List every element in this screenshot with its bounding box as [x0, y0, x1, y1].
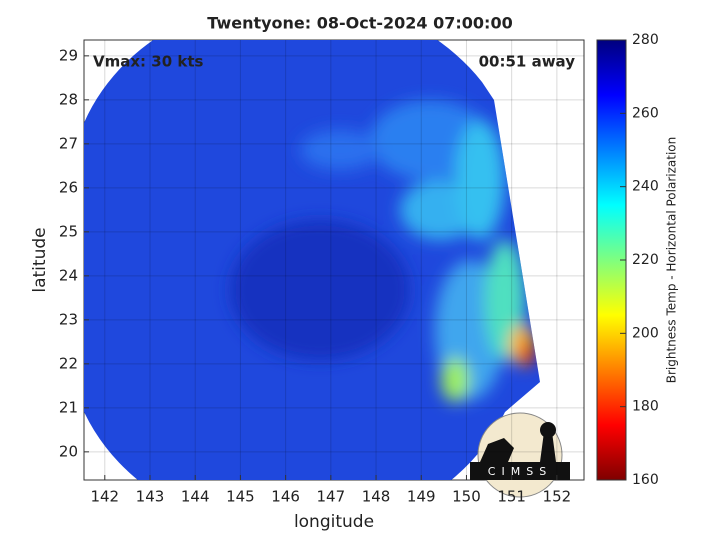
x-tick-label: 152 — [543, 488, 572, 506]
x-tick-label: 148 — [362, 488, 391, 506]
colorbar-tick-label: 280 — [632, 32, 659, 48]
colorbar-tick-label: 160 — [632, 472, 659, 488]
y-tick-label: 22 — [59, 354, 78, 372]
colorbar-tick-label: 180 — [632, 399, 659, 415]
x-axis-label: longitude — [294, 512, 374, 532]
x-tick-label: 150 — [452, 488, 481, 506]
colorbar-tick-label: 220 — [632, 252, 659, 268]
x-tick-label: 146 — [271, 488, 300, 506]
x-tick-label: 144 — [181, 488, 210, 506]
logo: CIMSS — [470, 412, 570, 498]
chart-title: Twentyone: 08-Oct-2024 07:00:00 — [207, 14, 512, 33]
colorbar-tick-label: 200 — [632, 325, 659, 341]
logo-text: CIMSS — [488, 465, 552, 478]
x-tick-label: 149 — [407, 488, 436, 506]
annotation: Vmax: 30 kts — [93, 53, 203, 71]
x-tick-label: 142 — [90, 488, 119, 506]
colorbar-tick-label: 260 — [632, 105, 659, 121]
y-tick-label: 27 — [59, 134, 78, 152]
y-axis-label: latitude — [30, 227, 50, 292]
swath-image — [84, 40, 541, 480]
y-tick-label: 25 — [59, 222, 78, 240]
colorbar-tick-label: 240 — [632, 179, 659, 195]
y-tick-label: 24 — [59, 266, 78, 284]
annotation: 00:51 away — [479, 53, 576, 71]
y-tick-label: 28 — [59, 90, 78, 108]
x-tick-label: 147 — [317, 488, 346, 506]
colorbar-label: Brightness Temp - Horizontal Polarizatio… — [665, 137, 679, 384]
y-tick-label: 26 — [59, 178, 78, 196]
x-tick-label: 143 — [136, 488, 165, 506]
y-tick-label: 21 — [59, 398, 78, 416]
y-tick-label: 23 — [59, 310, 78, 328]
x-tick-label: 145 — [226, 488, 255, 506]
y-tick-label: 29 — [59, 46, 78, 64]
y-tick-label: 20 — [59, 442, 78, 460]
x-tick-label: 151 — [497, 488, 526, 506]
